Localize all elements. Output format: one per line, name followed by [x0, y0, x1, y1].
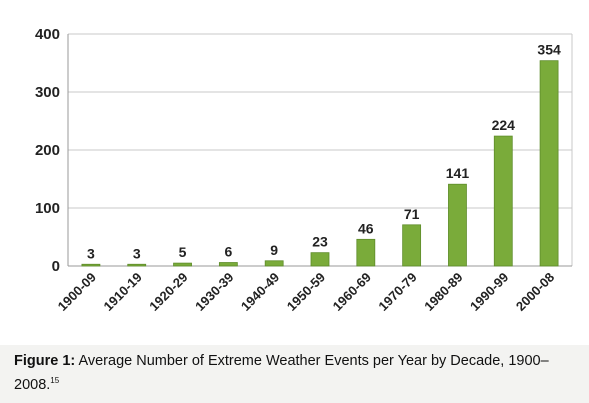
data-label: 9	[270, 242, 278, 258]
bar	[448, 183, 467, 267]
x-tick-label: 2000-08	[513, 270, 557, 314]
y-tick-label: 200	[35, 142, 60, 159]
data-label: 6	[224, 244, 232, 260]
y-tick-label: 300	[35, 84, 60, 101]
data-label: 3	[87, 245, 95, 261]
data-label: 224	[492, 117, 516, 133]
x-tick-label: 1920-29	[146, 270, 190, 314]
y-tick-label: 100	[35, 200, 60, 217]
bar	[127, 263, 147, 267]
bar	[264, 260, 284, 267]
x-tick-label: 1970-79	[375, 270, 419, 314]
bar	[81, 263, 101, 267]
data-label: 5	[179, 244, 187, 260]
bar-chart: 0 100 200 300 400 3 1900-09 3 1910-19 5 1920-29 6 19…	[35, 26, 573, 314]
x-tick-label: 1990-99	[467, 270, 511, 314]
x-tick-label: 1940-49	[238, 270, 282, 314]
data-label: 354	[537, 42, 561, 58]
data-label: 141	[446, 165, 470, 181]
x-tick-label: 1950-59	[284, 270, 328, 314]
bar	[218, 262, 238, 267]
data-label: 23	[312, 234, 328, 250]
x-tick-label: 1960-69	[330, 270, 374, 314]
bar	[539, 60, 559, 267]
x-tick-label: 1930-39	[192, 270, 236, 314]
x-tick-label: 1980-89	[421, 270, 465, 314]
y-tick-label: 0	[52, 258, 60, 275]
data-label: 71	[404, 206, 420, 222]
figure-label: Figure 1:	[14, 353, 76, 369]
figure-caption: Figure 1: Average Number of Extreme Weat…	[14, 352, 579, 395]
figure-reference: 15	[50, 376, 60, 385]
x-tick-label: 1900-09	[55, 270, 99, 314]
y-tick-label: 400	[35, 26, 60, 43]
figure-caption-text: Average Number of Extreme Weather Events…	[14, 353, 549, 393]
bar	[493, 135, 513, 267]
data-label: 3	[133, 245, 141, 261]
bar	[173, 262, 192, 267]
bar	[310, 252, 330, 267]
bar	[356, 238, 376, 267]
chart-area: 0 100 200 300 400 3 1900-09 3 1910-19 5 1920-29 6 19…	[0, 0, 589, 345]
bar	[402, 224, 422, 267]
data-label: 46	[358, 220, 374, 236]
x-tick-label: 1910-19	[100, 270, 144, 314]
